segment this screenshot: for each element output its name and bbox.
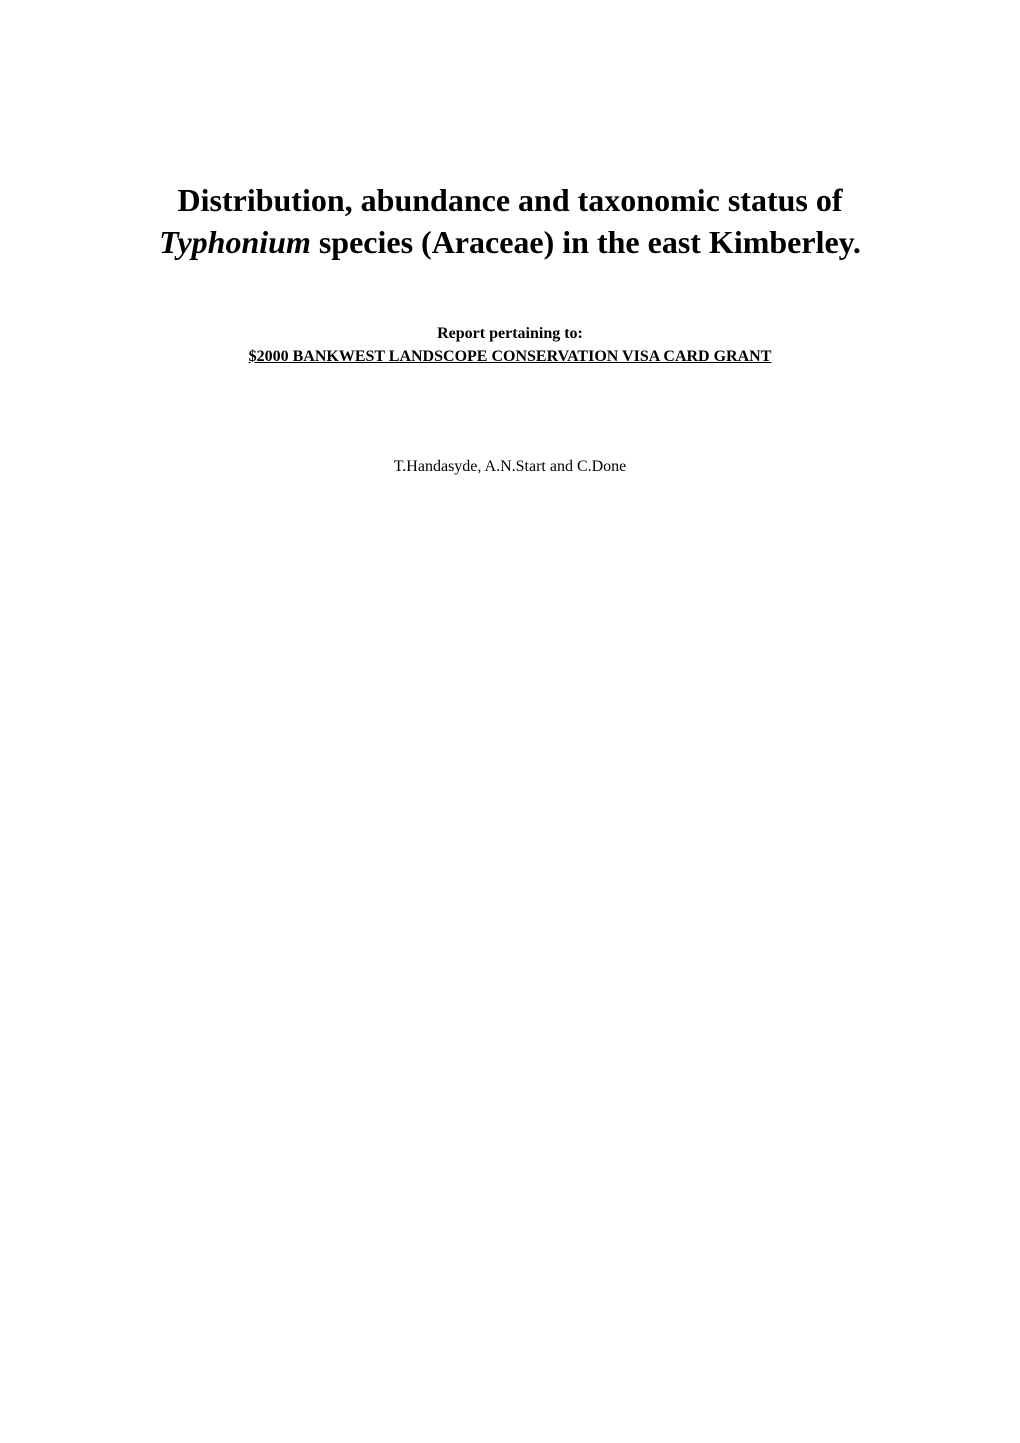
title-container: Distribution, abundance and taxonomic st… — [100, 180, 920, 263]
title-line-2: Typhonium species (Araceae) in the east … — [100, 222, 920, 264]
subtitle-line-2: $2000 BANKWEST LANDSCOPE CONSERVATION VI… — [100, 346, 920, 368]
title-rest: species (Araceae) in the east Kimberley. — [311, 224, 861, 260]
subtitle-line-1: Report pertaining to: — [100, 323, 920, 345]
authors-container: T.Handasyde, A.N.Start and C.Done — [100, 458, 920, 476]
title-line-1: Distribution, abundance and taxonomic st… — [100, 180, 920, 222]
subtitle-container: Report pertaining to: $2000 BANKWEST LAN… — [100, 323, 920, 368]
title-italic-word: Typhonium — [159, 224, 311, 260]
authors-text: T.Handasyde, A.N.Start and C.Done — [100, 458, 920, 476]
